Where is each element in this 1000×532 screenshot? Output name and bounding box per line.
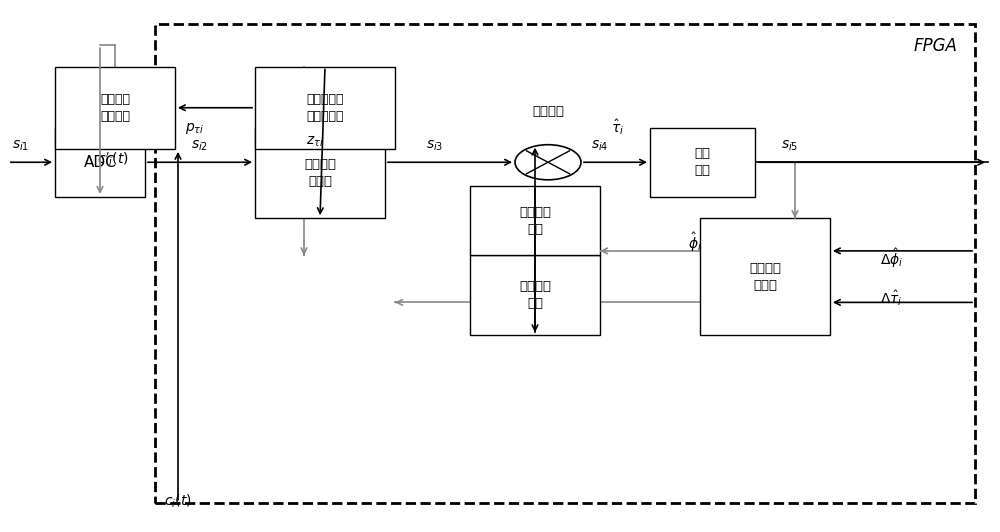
Text: $s_{i1}$: $s_{i1}$ — [12, 138, 29, 153]
Circle shape — [515, 145, 581, 180]
Text: $\Delta\hat{\tau}_i$: $\Delta\hat{\tau}_i$ — [880, 288, 903, 307]
Text: $p_{\tau i}$: $p_{\tau i}$ — [185, 121, 205, 136]
Bar — [55, 128, 145, 197]
Text: $s_{i2}$: $s_{i2}$ — [191, 138, 209, 153]
Text: 余弦信号
生成: 余弦信号 生成 — [519, 280, 551, 310]
Text: $s_{i4}$: $s_{i4}$ — [591, 138, 609, 153]
Text: 整数与分数
倍时延计算: 整数与分数 倍时延计算 — [306, 93, 344, 123]
Text: 采样时钟
相位调整: 采样时钟 相位调整 — [100, 93, 130, 123]
Text: $c_i(t)$: $c_i(t)$ — [164, 492, 192, 510]
Text: FPGA: FPGA — [913, 37, 957, 55]
Bar — [255, 66, 395, 149]
Text: 二次混频: 二次混频 — [532, 105, 564, 118]
Text: 时延和相
位累加: 时延和相 位累加 — [749, 262, 781, 292]
Text: 整数倍时
延调整: 整数倍时 延调整 — [304, 158, 336, 188]
Bar — [470, 255, 600, 335]
Text: $s_{i3}$: $s_{i3}$ — [426, 138, 444, 153]
Text: $\hat{\phi}_i$: $\hat{\phi}_i$ — [688, 230, 702, 254]
Bar — [700, 218, 830, 335]
Text: $s_{i5}$: $s_{i5}$ — [781, 138, 799, 153]
Text: $\Delta\hat{\phi}_i$: $\Delta\hat{\phi}_i$ — [880, 246, 903, 270]
Text: 低通
滤波: 低通 滤波 — [694, 147, 710, 177]
Text: $c'_i(t)$: $c'_i(t)$ — [97, 150, 129, 168]
Bar — [155, 24, 975, 503]
Bar — [255, 128, 385, 218]
Text: 相位补偕
计算: 相位补偕 计算 — [519, 206, 551, 236]
Text: $\hat{\tau}_i$: $\hat{\tau}_i$ — [611, 118, 625, 137]
Bar — [55, 66, 175, 149]
Bar — [650, 128, 755, 197]
Text: $z_{\tau i}$: $z_{\tau i}$ — [306, 135, 324, 149]
Bar — [470, 186, 600, 255]
Text: ADC: ADC — [84, 155, 116, 170]
